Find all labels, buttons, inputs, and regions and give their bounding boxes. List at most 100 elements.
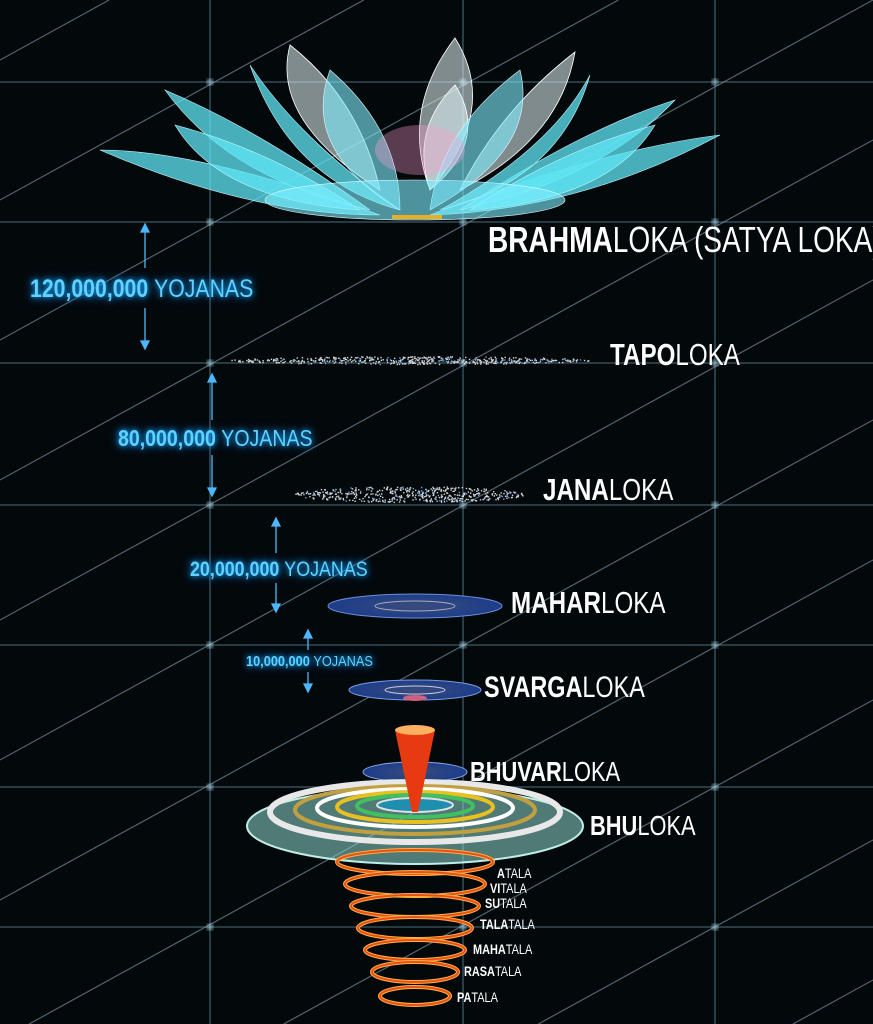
particle [436,487,438,489]
grid-node [712,502,718,508]
particle [351,488,354,490]
particle [350,356,353,358]
particle [541,359,544,361]
particle [511,494,514,496]
particle [467,491,470,493]
particle [360,490,362,493]
particle [318,358,321,360]
particle [421,490,423,492]
particle [430,498,432,500]
particle [516,494,519,496]
particle-discs [231,356,590,504]
particle [363,500,366,503]
particle [437,494,440,497]
particle [278,362,281,364]
particle [398,501,401,503]
particle [324,362,327,365]
particle [314,361,316,363]
particle [452,490,454,493]
particle [421,493,424,496]
particle [252,360,254,362]
particle [398,363,401,365]
particle [321,360,324,362]
particle [339,361,341,364]
grid-node [460,642,466,648]
particle [520,493,523,495]
particle [411,492,413,495]
particle [430,358,432,361]
particle [337,495,339,497]
particle [425,494,428,496]
grid-node [207,502,213,508]
particle [335,493,338,495]
particle [325,356,327,358]
label-janaloka: JANALOKA [543,472,673,508]
particle [399,357,401,359]
grid-diagonal [0,0,873,481]
particle [399,359,402,361]
particle [335,498,337,501]
particle [435,498,437,500]
particle [312,494,314,496]
particle [361,356,363,358]
particle [280,357,282,360]
particle [335,488,337,491]
particle [290,362,293,364]
particle [392,496,394,499]
particle [429,500,431,503]
particle [322,491,324,493]
particle [334,359,336,361]
particle [451,499,453,501]
label-maharloka: MAHARLOKA [511,585,666,621]
particle [284,360,287,363]
particle [298,361,300,363]
particle [394,490,396,492]
particle [478,492,480,494]
particle [378,493,381,496]
particle [526,362,528,364]
particle [423,363,426,365]
particle [366,487,368,489]
label-bold: SU [485,895,501,911]
particle [374,356,376,358]
particle [258,360,261,362]
particle [529,359,532,362]
particle [465,487,468,490]
particle [414,362,416,365]
label-bold: PA [457,989,472,1005]
particle [339,359,341,361]
particle [451,500,454,503]
particle [440,499,443,502]
particle [428,489,430,492]
particle [550,360,552,363]
particle [376,498,378,501]
particle [465,360,468,363]
particle [362,356,364,359]
particle [407,356,410,359]
particle [425,488,427,491]
particle [386,358,388,361]
particle [412,494,414,496]
particle [465,493,468,495]
particle [317,493,319,496]
particle [415,358,417,360]
particle [497,361,499,364]
particle [319,362,321,364]
particle [517,495,520,498]
label-light: TALA [494,963,522,979]
particle [399,360,402,363]
particle [497,497,500,499]
particle [344,357,346,359]
particle [345,500,347,502]
particle [399,487,402,489]
label-light: TALA [505,941,533,957]
particle [355,490,357,492]
particle [368,486,370,489]
particle [326,491,329,493]
particle [403,357,405,359]
particle [374,363,377,365]
particle [453,498,455,500]
particle [514,360,516,362]
particle [378,489,381,492]
particle [524,357,527,359]
